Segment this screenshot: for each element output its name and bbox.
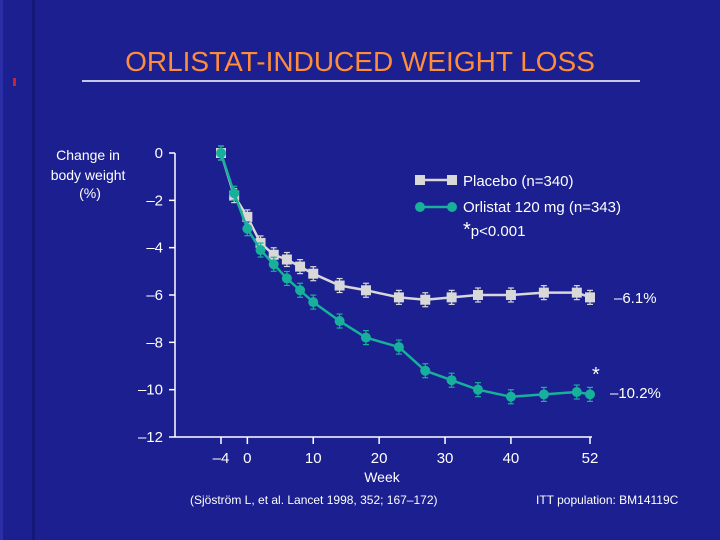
x-ticks: –4 0 10 20 30 40 52 xyxy=(213,437,599,467)
y-tick-label: –8 xyxy=(146,334,163,351)
placebo-series xyxy=(216,145,595,308)
left-guide-line xyxy=(32,0,35,540)
data-point xyxy=(216,148,226,158)
x-tick-label: 20 xyxy=(371,450,388,467)
data-point xyxy=(268,249,279,260)
legend-placebo-marker-right xyxy=(447,175,457,185)
data-point xyxy=(420,365,431,376)
legend: Placebo (n=340) Orlistat 120 mg (n=343) … xyxy=(415,173,621,241)
data-point xyxy=(472,290,483,300)
series-layer xyxy=(216,145,595,405)
data-point xyxy=(538,287,549,298)
x-tick-label: 0 xyxy=(243,450,251,467)
data-point xyxy=(446,375,457,386)
x-tick-label: –4 xyxy=(213,450,230,467)
orlistat-series xyxy=(216,145,595,405)
y-axis-label: Change in body weight (%) xyxy=(51,147,130,201)
y-axis-label-line-2: body weight xyxy=(51,167,126,183)
data-point xyxy=(420,294,431,305)
legend-placebo-label: Placebo (n=340) xyxy=(463,173,574,190)
data-point xyxy=(281,254,292,265)
data-point xyxy=(334,280,345,291)
y-tick-label: –12 xyxy=(138,429,163,446)
data-point xyxy=(334,316,345,327)
legend-orlistat-marker-right xyxy=(447,202,457,212)
data-point xyxy=(281,273,292,284)
significance-marker: * xyxy=(592,364,600,386)
data-point xyxy=(295,261,306,272)
data-point xyxy=(571,387,582,398)
data-point xyxy=(295,285,306,296)
x-axis-label: Week xyxy=(364,469,401,485)
data-point xyxy=(308,268,319,279)
data-point xyxy=(242,211,253,222)
left-edge-mark xyxy=(13,78,16,86)
y-tick-label: –6 xyxy=(146,287,163,304)
data-point xyxy=(242,223,253,234)
data-point xyxy=(268,259,279,270)
data-point xyxy=(308,297,319,308)
data-point xyxy=(360,285,371,296)
data-point xyxy=(393,292,404,303)
legend-orlistat-label: Orlistat 120 mg (n=343) xyxy=(463,199,621,216)
significance-asterisk: * xyxy=(463,219,471,241)
placebo-end-label: –6.1% xyxy=(614,290,657,307)
significance-text: p<0.001 xyxy=(471,223,526,240)
y-tick-label: –4 xyxy=(146,240,163,257)
data-point xyxy=(393,342,404,353)
y-tick-label: 0 xyxy=(155,145,163,162)
x-tick-label: 10 xyxy=(305,450,322,467)
data-point xyxy=(505,391,516,402)
data-point xyxy=(585,389,595,400)
data-point xyxy=(360,332,371,343)
data-point xyxy=(505,290,516,300)
legend-orlistat-marker-left xyxy=(415,202,425,212)
y-tick-label: –10 xyxy=(138,382,163,399)
citation: (Sjöström L, et al. Lancet 1998, 352; 16… xyxy=(190,493,438,507)
legend-placebo-marker-left xyxy=(415,175,425,185)
data-point xyxy=(229,188,240,199)
data-point xyxy=(446,292,457,303)
y-tick-label: –2 xyxy=(146,192,163,209)
x-tick-label: 40 xyxy=(503,450,520,467)
population-note: ITT population: BM14119C xyxy=(536,493,679,507)
y-ticks: 0 –2 –4 –6 –8 –10 –12 xyxy=(138,145,175,446)
y-axis-label-line-3: (%) xyxy=(79,185,101,201)
data-point xyxy=(585,292,595,303)
y-axis-label-line-1: Change in xyxy=(56,147,120,163)
x-tick-label: 30 xyxy=(437,450,454,467)
orlistat-end-label: –10.2% xyxy=(610,385,661,402)
data-point xyxy=(571,287,582,298)
data-point xyxy=(255,245,266,256)
x-tick-label: 52 xyxy=(582,450,599,467)
significance-note: *p<0.001 xyxy=(463,219,525,241)
data-point xyxy=(472,384,483,395)
slide-title: ORLISTAT-INDUCED WEIGHT LOSS xyxy=(125,46,595,77)
data-point xyxy=(538,389,549,400)
left-edge-bar xyxy=(0,0,3,540)
